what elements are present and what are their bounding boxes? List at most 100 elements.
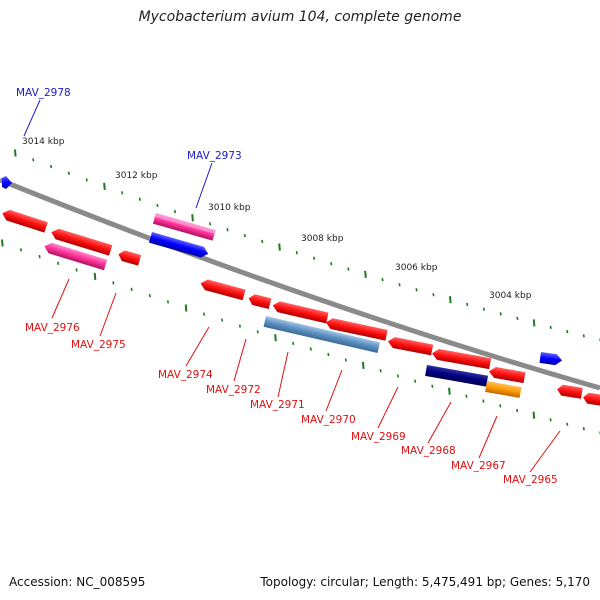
leader-line xyxy=(478,415,498,459)
scale-tick-minor xyxy=(226,228,229,232)
gene-label[interactable]: MAV_2968 xyxy=(401,445,456,457)
scale-tick-minor xyxy=(148,293,151,298)
scale-tick-minor xyxy=(38,254,41,259)
leader-line xyxy=(51,278,70,319)
gene-mav-2965-arrow[interactable] xyxy=(556,384,583,399)
gene-label[interactable]: MAV_2976 xyxy=(25,322,80,334)
leader-line xyxy=(277,351,289,398)
scale-tick-label: 3010 kbp xyxy=(208,203,251,213)
scale-tick-minor xyxy=(50,164,53,169)
gene-label[interactable]: MAV_2971 xyxy=(250,399,305,411)
gene-mav-2972-arrow[interactable] xyxy=(247,293,272,309)
leader-line xyxy=(325,369,343,412)
gene-forward-arrow[interactable] xyxy=(148,232,210,259)
scale-tick-minor xyxy=(261,239,264,244)
scale-tick-minor xyxy=(582,334,585,338)
gene-label[interactable]: MAV_2972 xyxy=(206,384,261,396)
leader-line xyxy=(23,99,41,137)
scale-tick-major xyxy=(93,272,97,281)
scale-tick-minor xyxy=(499,312,502,316)
scale-tick-major xyxy=(184,304,188,312)
gene-label[interactable]: MAV_2969 xyxy=(351,431,406,443)
scale-tick-minor xyxy=(130,287,133,291)
scale-tick-minor xyxy=(549,418,552,422)
scale-tick-minor xyxy=(379,369,382,373)
gene-mav-2976-arrow[interactable] xyxy=(43,241,108,271)
scale-tick-minor xyxy=(482,307,486,311)
leader-line xyxy=(99,292,117,337)
scale-tick-major xyxy=(1,239,4,247)
scale-tick-minor xyxy=(309,347,312,351)
gene-label[interactable]: MAV_2967 xyxy=(451,460,506,472)
scale-tick-major xyxy=(103,182,106,190)
scale-tick-minor xyxy=(414,379,417,383)
scale-tick-major xyxy=(364,270,367,278)
leader-line xyxy=(185,326,210,367)
scale-tick-minor xyxy=(344,358,347,362)
gene-mav-2968-arrow[interactable] xyxy=(425,365,489,387)
scale-tick-minor xyxy=(566,329,569,334)
gene-forward-arrow[interactable] xyxy=(539,352,563,366)
scale-tick-label: 3008 kbp xyxy=(301,234,344,244)
leader-line xyxy=(377,386,399,429)
gene-label[interactable]: MAV_2965 xyxy=(503,474,558,486)
gene-label[interactable]: MAV_2970 xyxy=(301,414,356,426)
scale-tick-minor xyxy=(465,394,468,398)
scale-tick-minor xyxy=(415,288,418,292)
scale-tick-minor xyxy=(220,318,224,322)
gene-label[interactable]: MAV_2975 xyxy=(71,339,126,351)
gene-mav-2969-arrow[interactable] xyxy=(387,336,434,356)
gene-reverse-arrow[interactable] xyxy=(1,208,48,233)
scale-tick-major xyxy=(449,296,452,304)
gene-mav-2967-arrow[interactable] xyxy=(485,381,522,398)
scale-tick-minor xyxy=(482,399,485,403)
gene-label[interactable]: MAV_2978 xyxy=(16,87,71,99)
leader-line xyxy=(427,401,452,444)
scale-tick-minor xyxy=(516,408,519,413)
scale-tick-major xyxy=(448,387,451,395)
scale-tick-minor xyxy=(173,209,177,214)
scale-tick-minor xyxy=(57,261,60,265)
gene-mav-2974-arrow[interactable] xyxy=(199,278,246,301)
scale-tick-major xyxy=(191,214,194,222)
scale-tick-label: 3006 kbp xyxy=(395,263,438,273)
scale-tick-major xyxy=(532,411,536,419)
scale-tick-major xyxy=(14,149,17,157)
scale-tick-minor xyxy=(327,352,330,357)
gene-mav-2973-arrow[interactable] xyxy=(152,213,216,241)
scale-tick-minor xyxy=(292,341,295,346)
scale-tick-minor xyxy=(549,325,552,329)
genome-stats-text: Topology: circular; Length: 5,475,491 bp… xyxy=(260,575,590,589)
scale-tick-minor xyxy=(432,293,435,297)
map-title: Mycobacterium avium 104, complete genome xyxy=(138,9,462,25)
scale-tick-minor xyxy=(208,222,212,226)
gene-mav-2978-arrow[interactable] xyxy=(2,176,12,189)
gene-mav-2975-arrow[interactable] xyxy=(117,249,142,266)
scale-tick-minor xyxy=(203,312,206,316)
scale-tick-minor xyxy=(381,277,384,282)
scale-tick-minor xyxy=(431,384,434,388)
scale-ticks-lower xyxy=(1,239,600,435)
gene-label[interactable]: MAV_2973 xyxy=(187,150,242,162)
scale-tick-minor xyxy=(396,374,400,378)
gene-reverse-arrow[interactable] xyxy=(488,366,526,384)
gene-reverse-arrow[interactable] xyxy=(582,392,600,406)
scale-tick-major xyxy=(532,319,536,327)
scale-tick-minor xyxy=(499,404,502,408)
genome-backbone xyxy=(0,177,600,391)
gene-mav-2970-arrow[interactable] xyxy=(325,317,388,341)
gene-steel-arrow[interactable] xyxy=(263,316,381,354)
scale-tick-minor xyxy=(312,256,316,260)
leader-line xyxy=(233,338,247,382)
scale-tick-label: 3004 kbp xyxy=(489,291,532,301)
scale-tick-minor xyxy=(121,191,124,195)
scale-tick-minor xyxy=(295,251,298,255)
gene-label[interactable]: MAV_2974 xyxy=(158,369,213,381)
gene-reverse-arrow[interactable] xyxy=(431,348,492,370)
scale-tick-minor xyxy=(330,262,333,266)
scale-tick-minor xyxy=(67,171,71,175)
scale-tick-minor xyxy=(166,300,170,304)
scale-tick-minor xyxy=(156,203,159,208)
gene-mav-2971-arrow[interactable] xyxy=(272,300,329,324)
gene-reverse-arrow[interactable] xyxy=(50,227,113,256)
